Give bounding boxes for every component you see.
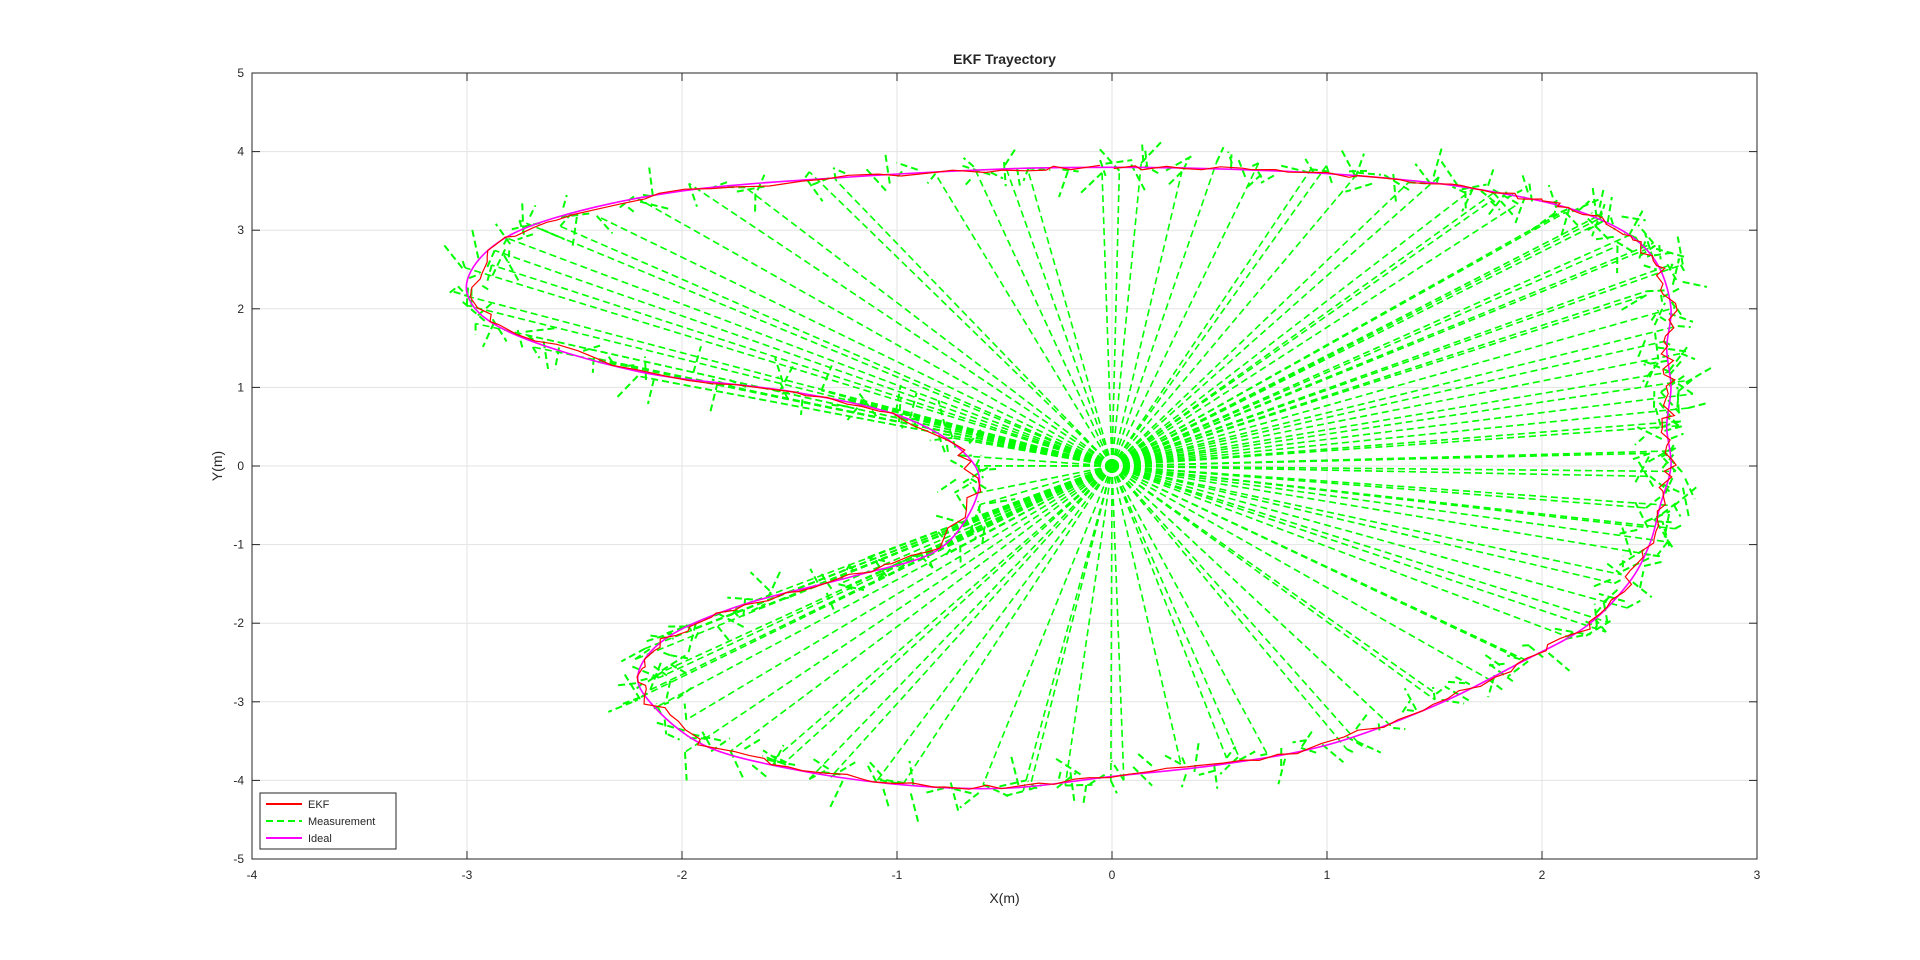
x-tick-label: -2 bbox=[677, 868, 688, 882]
measurement-noise bbox=[1065, 785, 1092, 786]
x-tick-label: -1 bbox=[892, 868, 903, 882]
legend-label: Ideal bbox=[308, 833, 332, 845]
y-tick-label: -1 bbox=[233, 538, 244, 552]
x-tick-label: 2 bbox=[1539, 868, 1546, 882]
y-tick-label: -3 bbox=[233, 695, 244, 709]
y-tick-label: 1 bbox=[237, 380, 244, 394]
y-tick-label: -2 bbox=[233, 616, 244, 630]
legend-label: Measurement bbox=[308, 816, 375, 828]
legend-label: EKF bbox=[308, 799, 330, 811]
legend: EKF Measurement Ideal bbox=[260, 793, 396, 849]
y-tick-label: -4 bbox=[233, 773, 244, 787]
y-tick-label: -5 bbox=[233, 852, 244, 866]
y-tick-label: 4 bbox=[237, 145, 244, 159]
x-tick-label: 0 bbox=[1109, 868, 1116, 882]
x-tick-label: -4 bbox=[247, 868, 258, 882]
x-tick-label: -3 bbox=[462, 868, 473, 882]
y-tick-label: 0 bbox=[237, 459, 244, 473]
measurement-noise bbox=[960, 534, 961, 562]
y-tick-label: 2 bbox=[237, 302, 244, 316]
y-tick-label: 5 bbox=[237, 66, 244, 80]
y-axis-label: Y(m) bbox=[209, 451, 225, 481]
x-tick-label: 1 bbox=[1324, 868, 1331, 882]
chart-title: EKF Trayectory bbox=[953, 51, 1056, 67]
x-axis-label: X(m) bbox=[989, 890, 1019, 906]
y-tick-label: 3 bbox=[237, 223, 244, 237]
x-tick-label: 3 bbox=[1754, 868, 1761, 882]
measurement-ray bbox=[1111, 466, 1112, 781]
